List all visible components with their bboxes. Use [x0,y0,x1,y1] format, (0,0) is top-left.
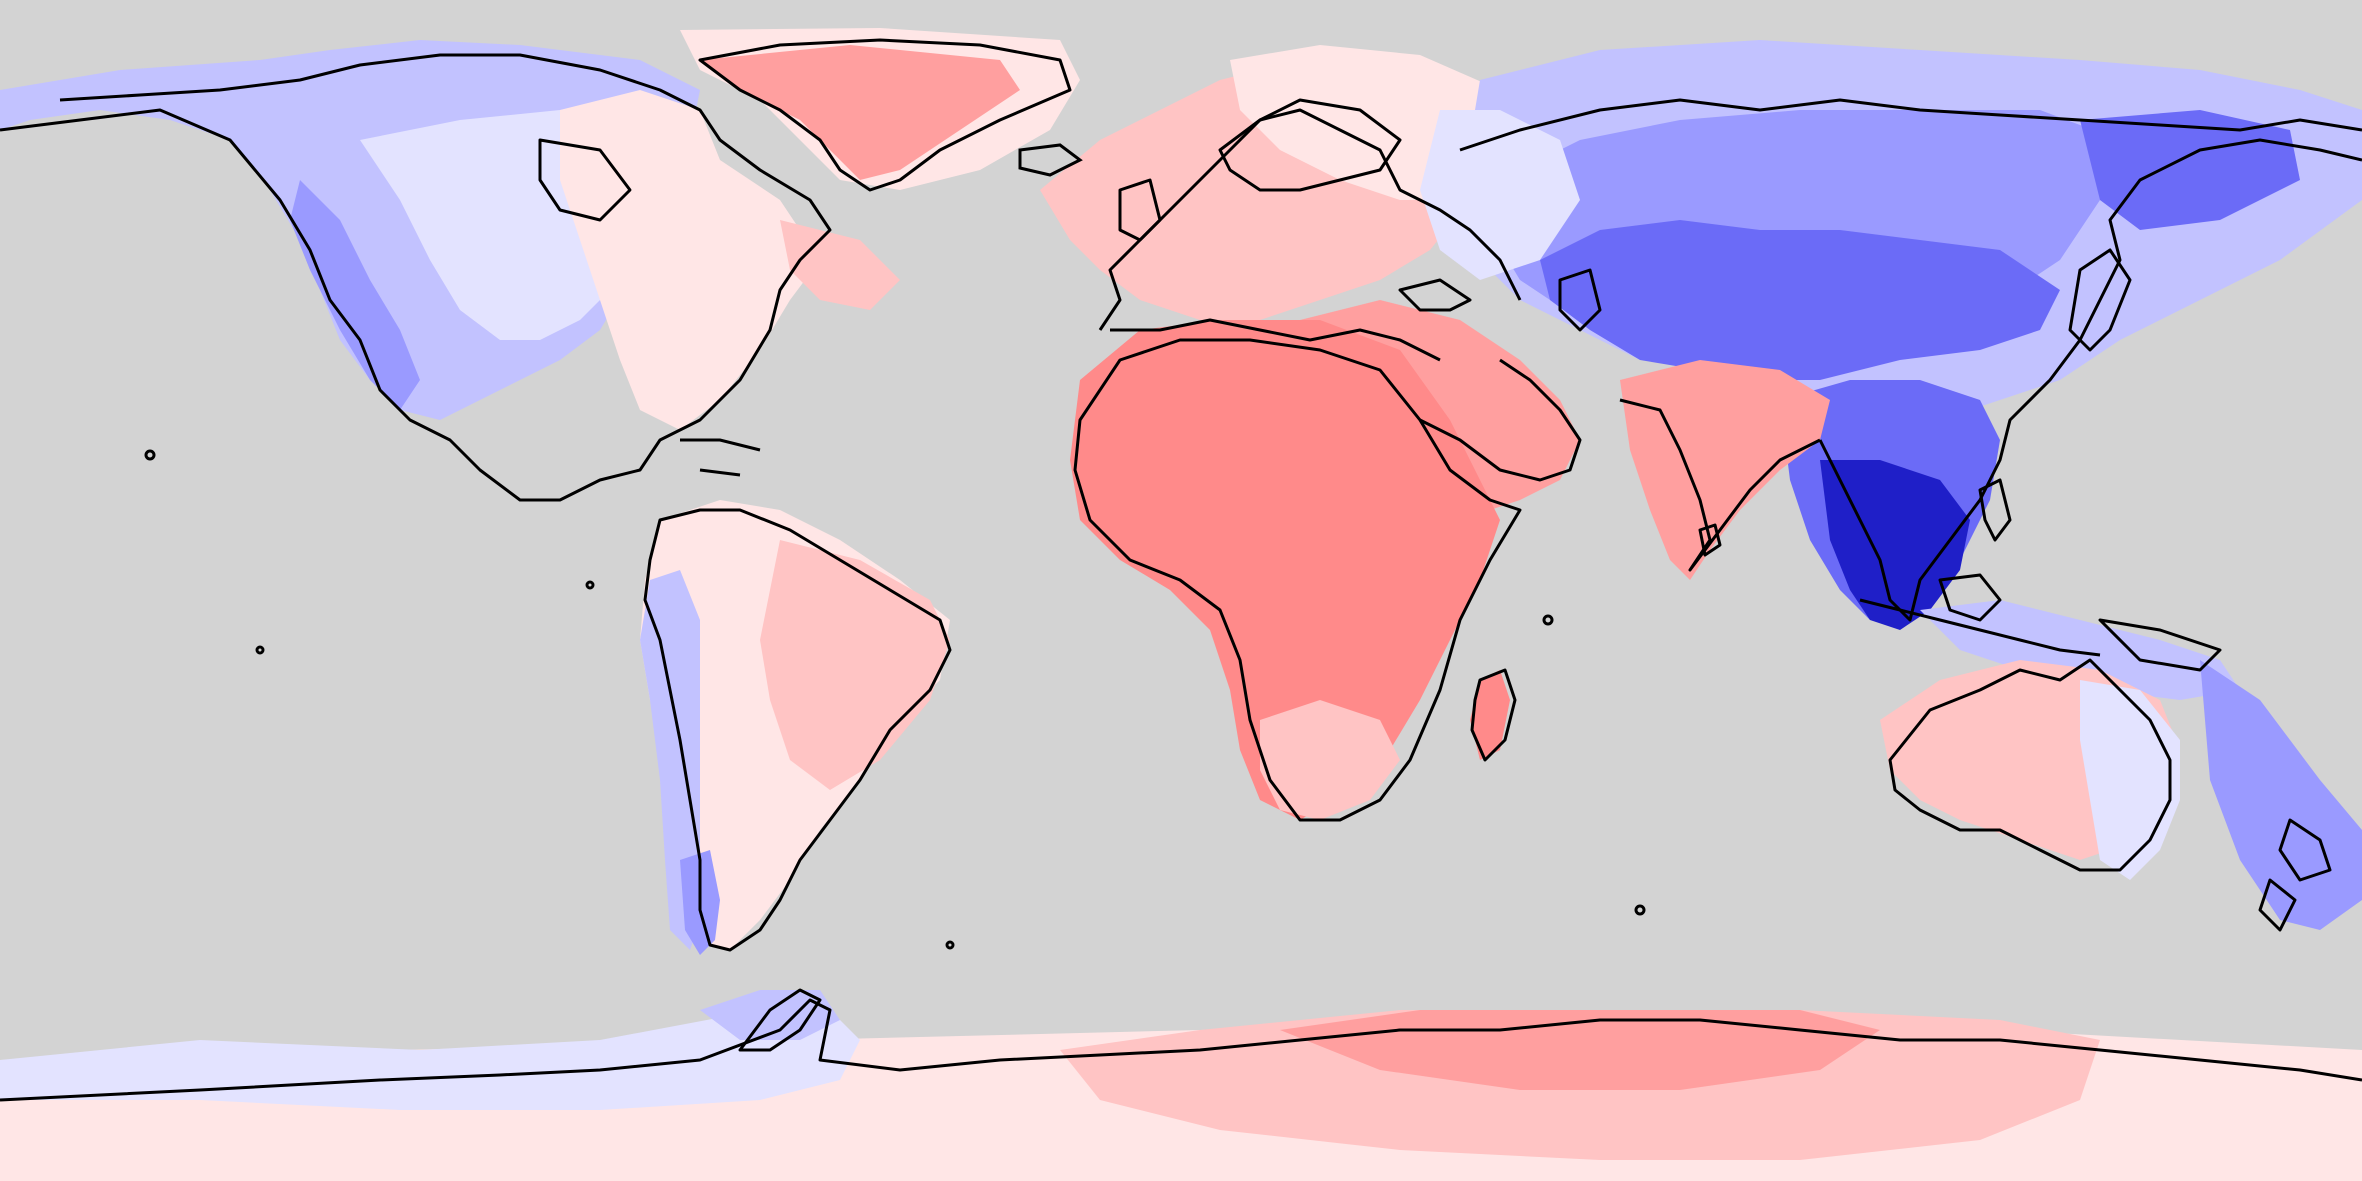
region-antarctica [0,990,2362,1181]
coastline-british-isles [1118,178,1162,242]
arctic-coast-shading [1420,110,1580,280]
coastline-philippines [1978,478,2012,542]
newfoundland-shading [780,220,900,310]
caribbean-islands [680,438,761,477]
east-siberia-shading [2080,110,2300,230]
coastline-hudson-bay [538,138,632,222]
coastline-antarctic-peninsula [738,988,822,1052]
region-greenland [680,28,1080,190]
coastline-japan [2068,248,2132,352]
mascarene-island [1542,614,1554,626]
southern-africa-shading [1260,700,1400,820]
south-atlantic-island [945,940,955,950]
iceland-island [1018,143,1083,177]
coastline-madagascar [1470,668,1517,762]
greenland-core-shading [700,45,1020,180]
west-coast-shading [290,180,420,410]
indonesia-shading [1920,600,2240,700]
coastline-east-asia [1818,138,2362,622]
coastline-new-zealand [2258,818,2332,932]
coastline-sri-lanka [1698,523,1722,557]
region-africa [1070,320,1510,820]
coastline-europe [1098,108,1522,331]
coastline-mediterranean [1110,318,1441,362]
india-shading [1620,360,1830,580]
coastline-arctic-asia [1459,98,2362,152]
coastline-black-caspian [1398,268,1602,332]
pacific-island-a [585,580,595,590]
antarctic-peninsula-shading [700,990,840,1040]
coastline-india [1619,398,1821,572]
pacific-island-b [255,645,265,655]
coastlines [0,38,2362,1102]
hawaii-island [144,449,156,461]
andes-shading [640,570,700,950]
brazil-shading [760,540,950,790]
new-zealand-shading [2200,660,2362,930]
coastline-africa [1073,338,1522,822]
antarctica-west-shading [0,1000,860,1110]
africa-shading [1070,320,1500,820]
region-north-america [0,40,900,430]
region-asia [1420,40,2362,700]
coastline-australia [1888,658,2172,872]
southeast-asia-shading [1820,460,1970,630]
eastern-north-america-shading [560,90,820,430]
coastline-north-america [0,53,832,502]
coastline-south-america [643,508,952,952]
coastline-antarctica [0,998,2362,1102]
coastline-greenland [698,38,1072,192]
coastline-arabia [1419,358,1582,482]
islands [144,143,1646,950]
coastline-scandinavia [1218,98,1402,192]
coastline-indonesia [1859,573,2222,672]
kerguelen-island [1634,904,1646,916]
central-asia-core-shading [1540,220,2060,380]
madagascar-shading [1470,670,1510,760]
